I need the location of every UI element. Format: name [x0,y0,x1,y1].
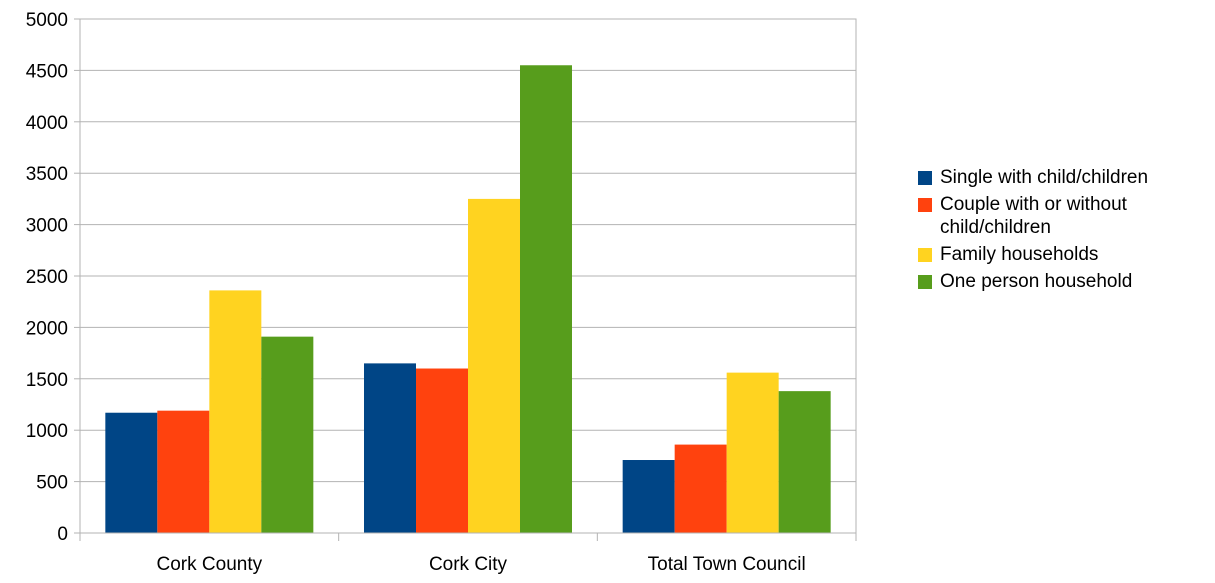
legend-swatch [918,171,932,185]
legend-swatch [918,198,932,212]
legend-item: Couple with or without child/children [918,193,1213,239]
legend-item: One person household [918,270,1213,293]
bar [416,368,468,533]
y-tick-label: 4000 [26,113,68,134]
y-tick-label: 0 [57,524,68,545]
y-tick-label: 4500 [26,61,68,82]
axes [74,18,857,541]
legend-swatch [918,248,932,262]
y-tick-label: 1000 [26,421,68,442]
bar [674,444,727,533]
bar [468,198,520,533]
bar [157,410,210,533]
bar [778,391,831,533]
bar [364,363,416,533]
legend-item: Family households [918,243,1213,266]
y-tick-label: 2500 [26,267,68,288]
bar [520,65,572,533]
x-tick-labels: Cork County Cork City Total Town Council [157,554,806,575]
bar [209,290,262,533]
bar [105,412,158,533]
y-tick-label: 2000 [26,318,68,339]
bar [261,336,314,533]
legend-label: Couple with or without child/children [940,194,1127,238]
y-tick-label: 5000 [26,10,68,31]
legend: Single with child/children Couple with or… [918,166,1213,297]
y-tick-label: 500 [36,473,68,494]
x-tick-label: Total Town Council [648,554,806,575]
bar [726,372,779,533]
y-tick-label: 3500 [26,164,68,185]
plot-area-border [79,18,857,534]
x-tick-label: Cork County [157,554,263,575]
legend-label: One person household [940,271,1133,292]
y-tick-label: 1500 [26,370,68,391]
bar [622,460,675,533]
legend-swatch [918,275,932,289]
y-tick-label: 3000 [26,216,68,237]
legend-label: Family households [940,244,1099,265]
y-tick-labels: 0 500 1000 1500 2000 2500 3000 3500 4000 4500 5000 [26,10,68,545]
legend-label: Single with child/children [940,167,1149,188]
bars [105,65,831,533]
x-tick-label: Cork City [429,554,508,575]
legend-item: Single with child/children [918,166,1213,189]
